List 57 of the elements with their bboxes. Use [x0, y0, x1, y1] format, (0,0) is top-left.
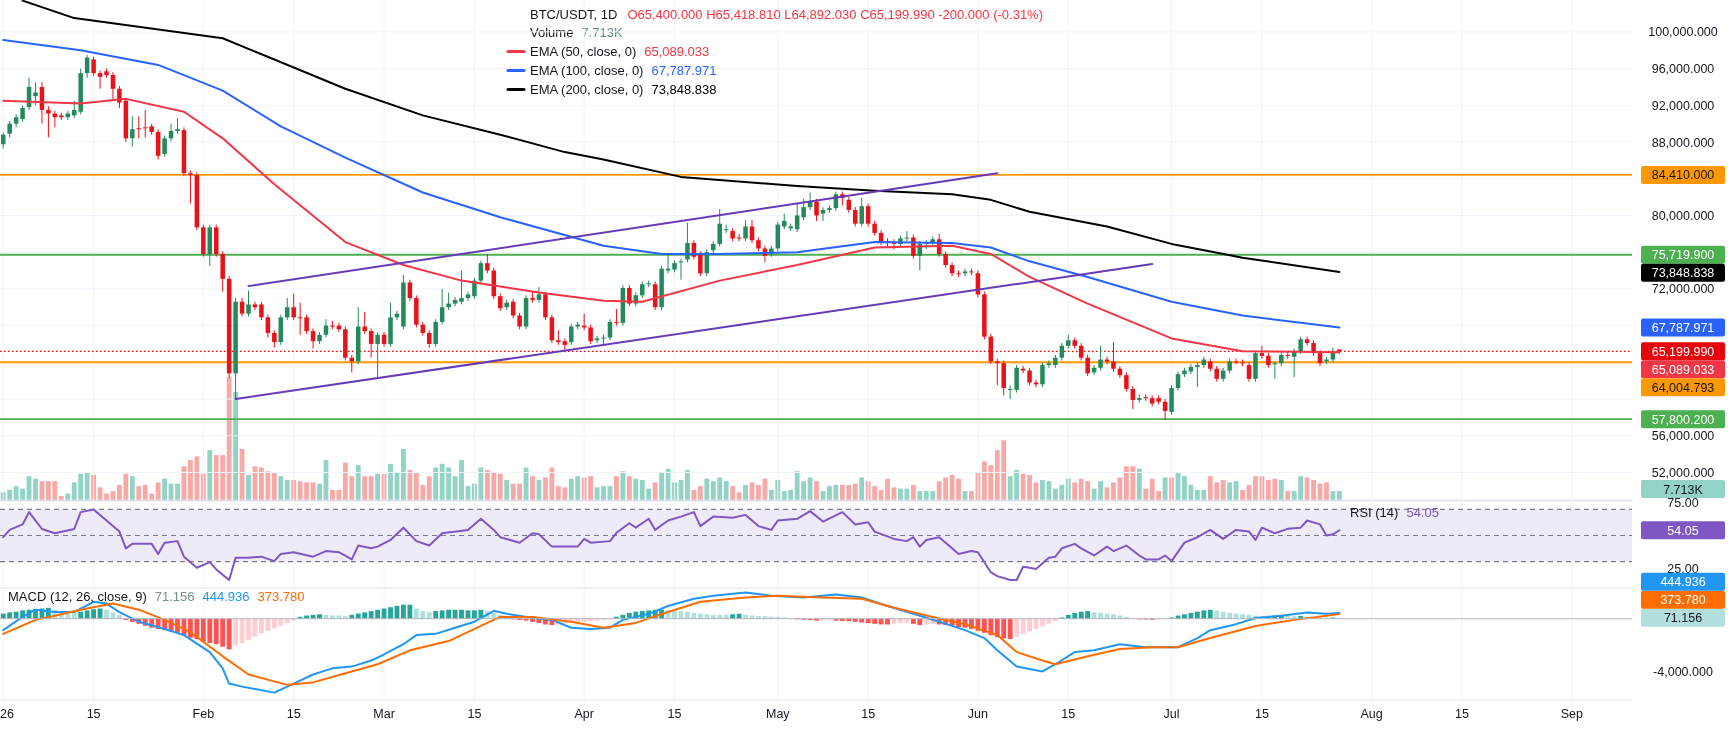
chart-title: MACD (12, 26, close, 9): [8, 589, 147, 604]
annotation: 73,848.838: [651, 82, 717, 97]
ref-line-label: 64,004.793: [1651, 380, 1715, 395]
x-tick-label: Feb: [192, 707, 215, 721]
text: 65,089.033: [1651, 362, 1715, 377]
chart-title: RSI (14): [1350, 505, 1399, 520]
annotation: 54.05: [1406, 505, 1439, 520]
annotation: 373.780: [257, 589, 305, 604]
text: 54.05: [1667, 523, 1699, 538]
x-tick-label: Aug: [1360, 707, 1383, 721]
x-tick-label: 15: [1254, 707, 1269, 721]
x-tick-label: Mar: [373, 707, 395, 721]
y-tick-label: 80,000.000: [1651, 208, 1715, 223]
chart-title: Volume: [530, 25, 574, 40]
legend-label: EMA (100, close, 0): [530, 63, 644, 78]
y-tick-label: 72,000.000: [1651, 282, 1715, 297]
y-tick-label: 88,000.000: [1651, 135, 1715, 150]
text: O65,400.000 H65,418.810 L64,892.030 C65,199.990 -200.000 (-0.31%): [627, 7, 1044, 22]
annotation: 65,089.033: [644, 44, 710, 59]
x-tick-label: 15: [1061, 707, 1076, 721]
text: -4,000.000: [1653, 665, 1713, 679]
x-tick-label: 15: [86, 707, 101, 721]
annotation: 444.936: [202, 589, 250, 604]
text: 7.713K: [1663, 482, 1704, 497]
annotation: 67,787.971: [651, 63, 717, 78]
x-tick-label: 15: [861, 707, 876, 721]
y-tick-label: 75.00: [1667, 496, 1699, 511]
x-tick-label: May: [766, 707, 791, 721]
y-tick-label: 56,000.000: [1651, 429, 1715, 444]
x-tick-label: 26: [0, 707, 14, 721]
y-tick-label: 100,000.000: [1648, 25, 1718, 40]
text: 373.780: [1660, 593, 1706, 608]
legend-label: EMA (200, close, 0): [530, 82, 644, 97]
text: 444.936: [1660, 575, 1706, 590]
x-tick-label: 15: [286, 707, 301, 721]
ref-line-label: 57,800.200: [1651, 412, 1715, 427]
annotation: 71.156: [154, 589, 195, 604]
x-tick-label: 15: [667, 707, 682, 721]
text: 67,787.971: [1651, 321, 1715, 336]
x-tick-label: Sep: [1560, 707, 1583, 721]
text: BTC/USDT, 1D: [530, 7, 618, 22]
y-tick-label: 96,000.000: [1651, 62, 1715, 77]
x-tick-label: 15: [467, 707, 482, 721]
x-tick-label: Jul: [1163, 707, 1180, 721]
y-tick-label: 25.00: [1667, 561, 1699, 576]
x-tick-label: Apr: [574, 707, 594, 721]
text: 7.713K: [581, 25, 623, 40]
x-tick-label: 15: [1455, 707, 1470, 721]
x-tick-label: Jun: [967, 707, 989, 721]
ref-line-label: 65,199.990: [1651, 344, 1715, 359]
text: 71.156: [1663, 611, 1703, 626]
y-tick-label: 52,000.000: [1651, 465, 1715, 480]
text: 73,848.838: [1651, 266, 1715, 281]
ref-line-label: 75,719.900: [1651, 248, 1715, 263]
ref-line-label: 84,410.000: [1651, 168, 1715, 183]
y-tick-label: 92,000.000: [1651, 98, 1715, 113]
legend-label: EMA (50, close, 0): [530, 44, 637, 59]
